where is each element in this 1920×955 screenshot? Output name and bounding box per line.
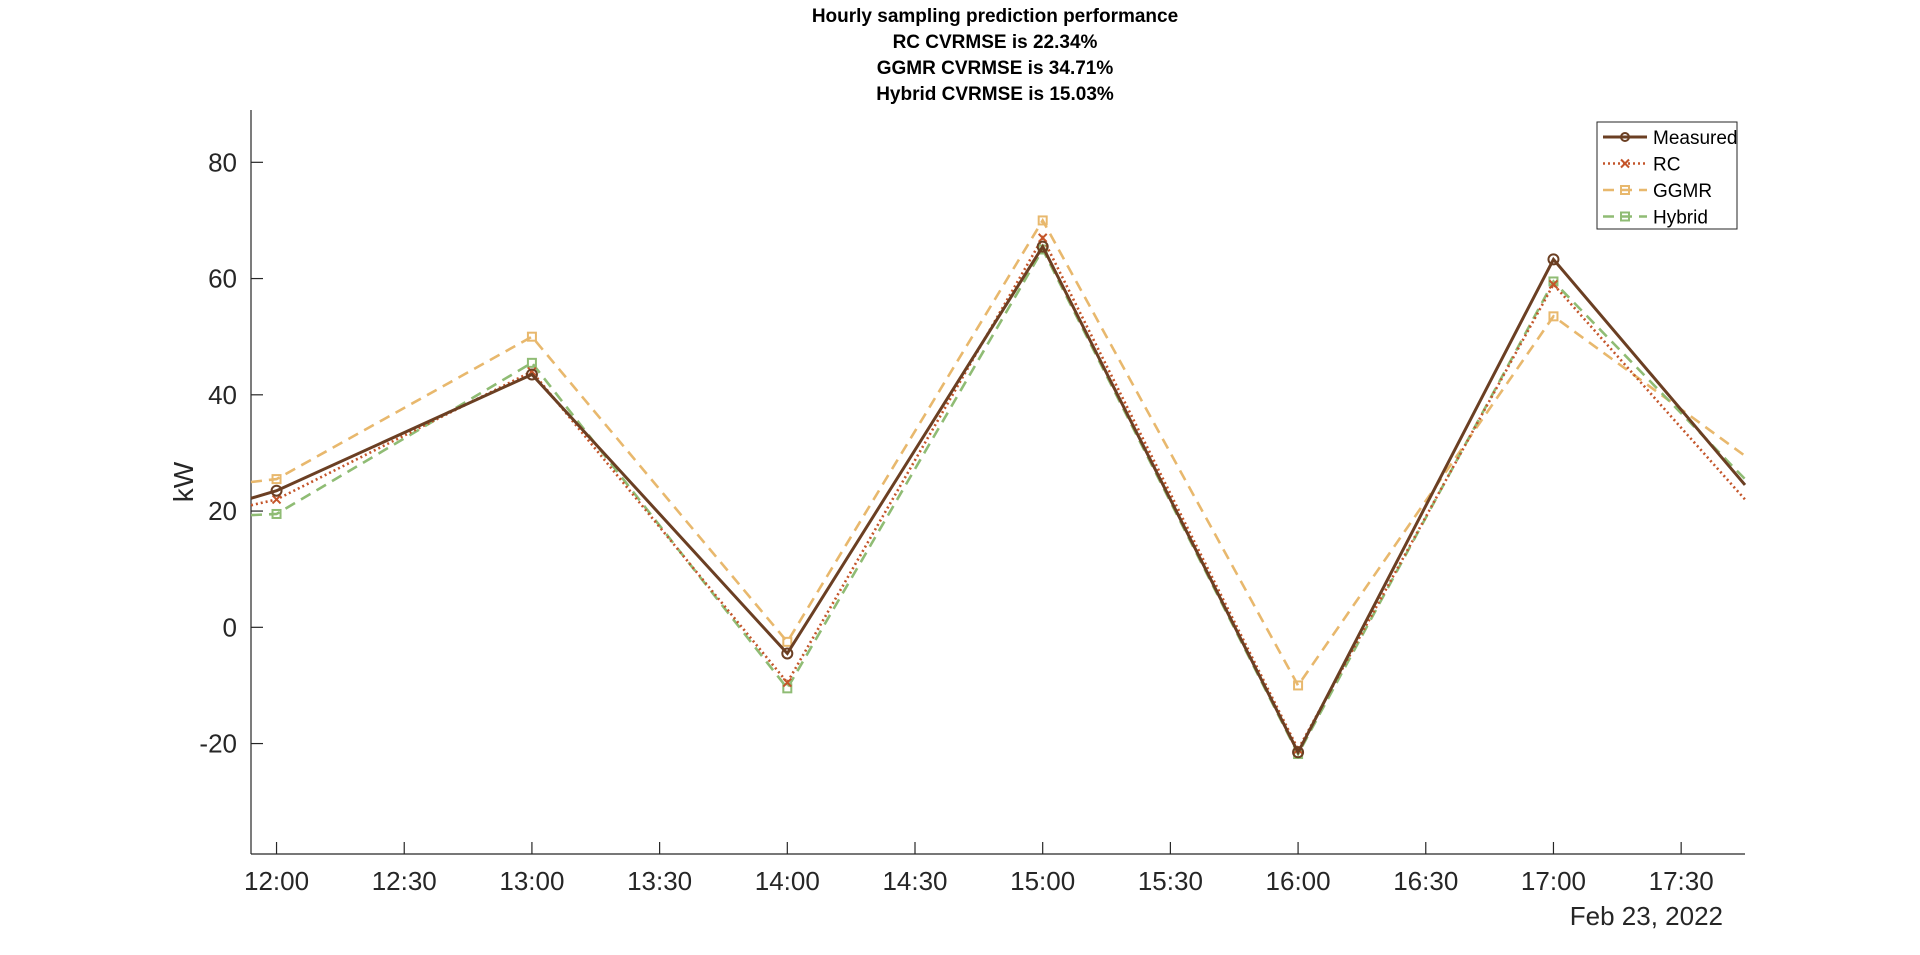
series-ggmr xyxy=(250,215,1746,691)
data-point-hybrid xyxy=(271,508,282,519)
data-point-measured xyxy=(1547,253,1560,266)
date-label: Feb 23, 2022 xyxy=(1570,901,1723,931)
series-group xyxy=(250,215,1747,760)
y-tick-label: 0 xyxy=(223,612,237,642)
legend-item-hybrid: Hybrid xyxy=(1603,208,1708,229)
x-tick-label: 13:30 xyxy=(627,866,692,896)
legend-label-hybrid: Hybrid xyxy=(1653,208,1708,229)
data-point-measured xyxy=(525,368,538,381)
x-tick-label: 14:30 xyxy=(882,866,947,896)
y-tick-label: 20 xyxy=(208,496,237,526)
data-point-measured xyxy=(781,647,794,660)
y-ticks: -20 0 20 40 60 80 xyxy=(199,147,263,759)
data-point-ggmr xyxy=(1293,680,1304,691)
legend-box xyxy=(1596,121,1738,230)
data-point-measured xyxy=(270,484,283,497)
legend-label-measured: Measured xyxy=(1653,128,1738,149)
x-tick-label: 16:00 xyxy=(1266,866,1331,896)
data-point-hybrid xyxy=(526,357,537,368)
series-line-hybrid xyxy=(250,246,1746,757)
legend-marker-ggmr xyxy=(1620,185,1630,195)
legend: Measured RC GGMR Hybrid xyxy=(1596,121,1738,230)
legend-item-measured: Measured xyxy=(1603,128,1738,149)
legend-marker-hybrid xyxy=(1620,211,1630,222)
x-tick-label: 13:00 xyxy=(499,866,564,896)
x-tick-label: 12:30 xyxy=(372,866,437,896)
x-tick-label: 17:30 xyxy=(1649,866,1714,896)
data-point-ggmr xyxy=(782,636,793,647)
axes xyxy=(250,110,1745,855)
data-point-ggmr xyxy=(271,474,282,485)
x-tick-label: 15:00 xyxy=(1010,866,1075,896)
data-point-measured xyxy=(1036,240,1049,253)
series-measured xyxy=(250,240,1747,759)
series-rc xyxy=(250,233,1746,755)
data-point-rc xyxy=(271,494,282,505)
title-line-4: Hybrid CVRMSE is 15.03% xyxy=(876,84,1114,105)
y-axis-label: kW xyxy=(168,461,199,502)
y-tick-label: 60 xyxy=(208,264,237,294)
series-line-rc xyxy=(250,235,1746,753)
legend-marker-rc xyxy=(1620,158,1630,169)
x-tick-label: 15:30 xyxy=(1138,866,1203,896)
data-point-rc xyxy=(782,677,793,688)
x-tick-label: 16:30 xyxy=(1393,866,1458,896)
x-tick-label: 17:00 xyxy=(1521,866,1586,896)
data-point-rc xyxy=(1037,233,1048,243)
x-ticks: 12:00 12:30 13:00 13:30 14:00 14:30 15:00 15:30… xyxy=(244,842,1714,896)
y-tick-label: 80 xyxy=(208,147,237,177)
series-line-measured xyxy=(250,243,1747,756)
legend-label-ggmr: GGMR xyxy=(1653,181,1712,202)
title-line-2: RC CVRMSE is 22.34% xyxy=(893,32,1098,53)
data-point-measured xyxy=(1292,746,1305,759)
x-tick-label: 12:00 xyxy=(244,866,309,896)
data-point-rc xyxy=(1548,279,1559,290)
data-point-ggmr xyxy=(1037,215,1048,226)
y-tick-label: 40 xyxy=(208,380,237,410)
series-line-ggmr xyxy=(250,217,1746,688)
data-point-ggmr xyxy=(526,331,537,342)
data-point-hybrid xyxy=(782,683,793,694)
legend-item-ggmr: GGMR xyxy=(1603,181,1712,202)
legend-marker-measured xyxy=(1620,132,1630,142)
legend-item-rc: RC xyxy=(1603,155,1680,176)
legend-label-rc: RC xyxy=(1653,155,1680,176)
title-line-1: Hourly sampling prediction performance xyxy=(812,6,1178,27)
y-tick-label: -20 xyxy=(199,729,237,759)
chart-title: Hourly sampling prediction performance R… xyxy=(812,6,1178,105)
x-tick-label: 14:00 xyxy=(755,866,820,896)
data-point-ggmr xyxy=(1548,311,1559,322)
title-line-3: GGMR CVRMSE is 34.71% xyxy=(877,58,1114,79)
